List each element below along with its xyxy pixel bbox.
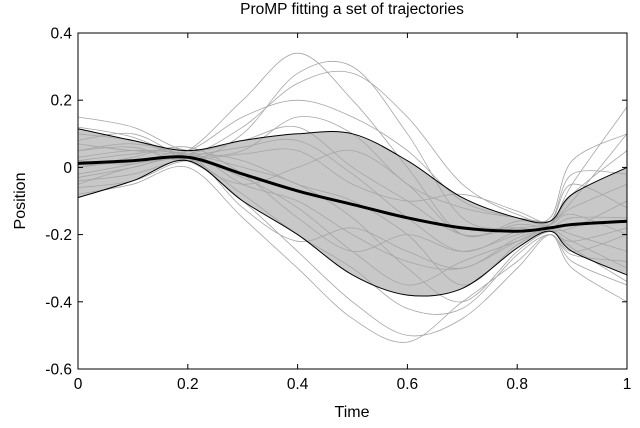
band-upper-line	[77, 128, 628, 224]
chart-title: ProMP fitting a set of trajectories	[240, 1, 464, 18]
variance-band	[78, 128, 627, 297]
x-tick-label: 1	[623, 376, 632, 393]
x-tick-label: 0.6	[397, 376, 419, 393]
axis-ticks: 0 0.2 0.4 0.6 0.8 1 0.4 0.2 0 -0.2 -0.4 -0.6	[45, 26, 631, 394]
y-tick-label: -0.4	[45, 294, 72, 311]
x-tick-label: 0.4	[287, 376, 309, 393]
plot-area	[77, 52, 628, 343]
axes-frame	[77, 32, 628, 370]
y-tick-label: -0.6	[45, 362, 72, 379]
mean-line	[77, 155, 628, 233]
band-lower-line	[77, 159, 628, 297]
trajectory-line-8	[77, 165, 628, 343]
y-tick-label: 0.4	[50, 26, 72, 43]
x-axis-label: Time	[335, 404, 370, 421]
x-tick-label: 0.8	[506, 376, 528, 393]
x-tick-label: 0	[74, 376, 83, 393]
x-tick-label: 0.2	[177, 376, 199, 393]
y-axis-label: Position	[12, 173, 29, 230]
y-tick-label: 0	[63, 160, 72, 177]
y-tick-label: -0.2	[45, 227, 72, 244]
y-tick-label: 0.2	[50, 93, 72, 110]
